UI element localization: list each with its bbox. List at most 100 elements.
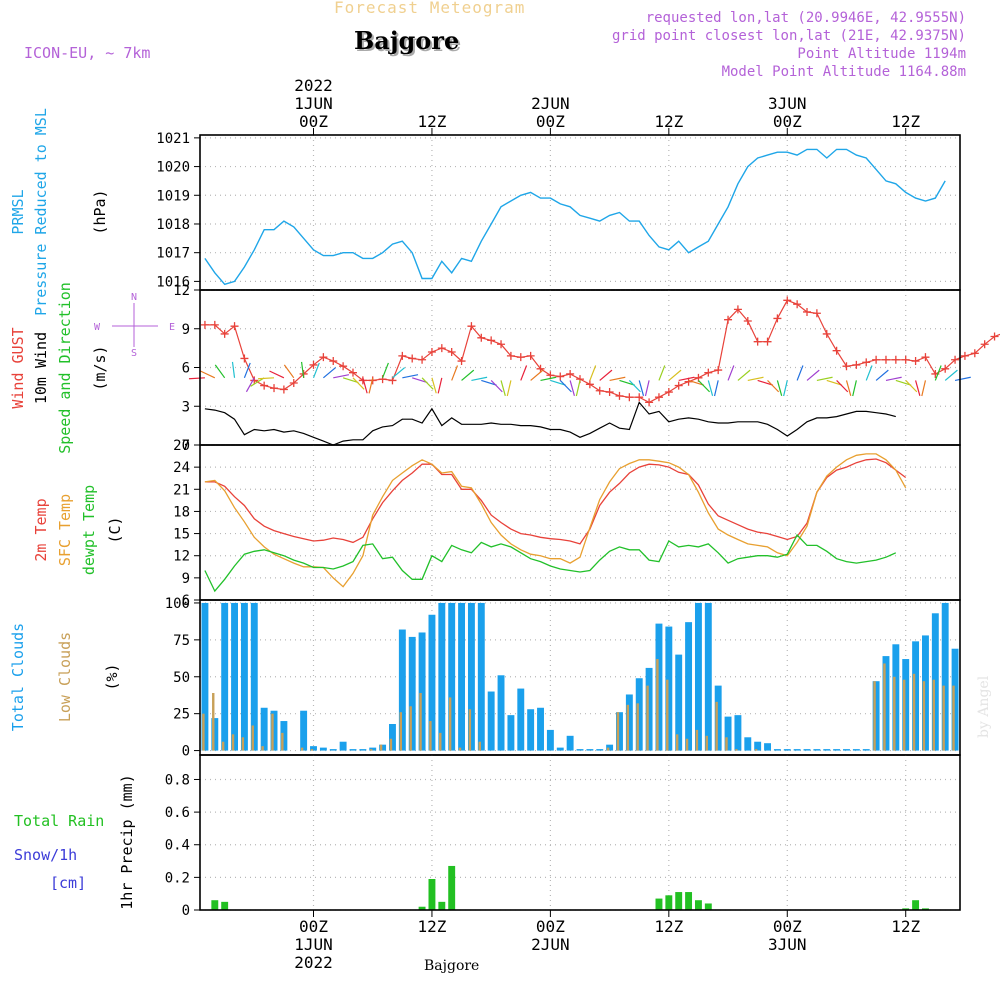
wind-direction-arrow — [481, 379, 497, 386]
total-cloud-bar — [260, 707, 268, 751]
gust-marker — [635, 393, 644, 402]
wind-direction-arrow — [214, 364, 226, 379]
gust-marker — [566, 369, 575, 378]
gust-marker — [921, 353, 930, 362]
low-cloud-bar — [952, 685, 955, 751]
panel-temp: 6 9 12 15 18 21 24 27 — [173, 438, 961, 609]
compass-n: N — [131, 292, 137, 303]
low-cloud-bar — [883, 663, 886, 751]
rain-bar — [922, 908, 929, 910]
wind-direction-arrow — [269, 370, 285, 379]
wind-direction-arrow — [668, 369, 682, 381]
rain-bar — [912, 900, 920, 910]
clouds-label-total: Total Clouds — [9, 623, 27, 731]
panel-clouds: 0 25 50 75 100 — [165, 596, 961, 760]
total-cloud-bar — [201, 602, 209, 751]
gust-marker — [279, 385, 288, 394]
gust-marker — [832, 346, 841, 355]
total-cloud-bar — [566, 735, 574, 751]
total-cloud-bar — [319, 747, 327, 751]
wind-direction-arrow — [934, 365, 942, 381]
x-tick-label-bottom: 2022 — [294, 953, 333, 972]
panel-precip: 0 0.2 0.4 0.6 0.8 — [165, 754, 961, 919]
wind-direction-arrow — [342, 377, 359, 384]
watermark: by Angel — [976, 675, 992, 738]
precip-label-rain: Total Rain — [14, 812, 104, 830]
low-cloud-bar — [636, 703, 639, 751]
wind-direction-arrow — [506, 380, 512, 397]
y-tick-label: 1017 — [156, 246, 190, 262]
wind-direction-arrow — [550, 379, 566, 386]
y-tick-label: 9 — [182, 571, 190, 587]
gust-marker — [891, 355, 900, 364]
low-cloud-bar — [656, 659, 659, 751]
total-cloud-bar — [211, 718, 219, 751]
gust-marker — [901, 355, 910, 364]
total-cloud-bar — [833, 749, 841, 751]
wind-direction-arrow — [698, 379, 711, 393]
rain-bar — [685, 892, 693, 910]
gust-marker — [497, 340, 506, 349]
total-cloud-bar — [300, 710, 308, 751]
y-tick-label: 25 — [173, 707, 190, 723]
gust-marker — [724, 315, 733, 324]
gust-marker — [240, 354, 249, 363]
total-cloud-bar — [448, 602, 456, 751]
low-cloud-bar — [715, 701, 718, 751]
total-cloud-bar — [764, 743, 771, 751]
wind-direction-arrow — [188, 377, 205, 380]
gust-marker — [398, 351, 407, 360]
total-cloud-bar — [596, 749, 604, 751]
pressure-label-msl: Pressure Reduced to MSL — [32, 108, 50, 316]
precip-label-unit: 1hr Precip (mm) — [118, 774, 136, 909]
wind-gust-line — [204, 299, 1000, 404]
wind-direction-arrow — [826, 379, 843, 386]
wind-direction-arrow — [431, 377, 437, 394]
gust-marker — [773, 314, 782, 323]
wind-direction-arrow — [806, 369, 820, 381]
gust-marker — [654, 393, 663, 402]
y-tick-label: 1019 — [156, 188, 190, 204]
wind-direction-arrow — [727, 365, 735, 381]
low-cloud-bar — [922, 681, 926, 751]
total-cloud-bar — [694, 602, 702, 751]
rain-bar — [902, 908, 910, 910]
gust-marker — [615, 391, 624, 400]
temp-label-2m: 2m Temp — [32, 498, 50, 561]
total-cloud-bar — [862, 749, 870, 751]
wind-direction-arrow — [796, 365, 804, 381]
wind-direction-arrow — [767, 379, 780, 393]
y-tick-label: 27 — [173, 438, 190, 454]
rain-bar — [448, 865, 456, 910]
total-cloud-bar — [675, 654, 683, 751]
gust-marker — [467, 322, 476, 331]
gust-marker — [348, 368, 357, 377]
low-cloud-bar — [310, 749, 314, 751]
total-cloud-bar — [231, 602, 238, 751]
x-tick-label-top: 00Z — [536, 112, 565, 131]
x-tick-label-bottom: 12Z — [417, 917, 446, 936]
panel-frame — [199, 754, 961, 911]
total-cloud-bar — [714, 685, 722, 751]
total-cloud-bar — [379, 744, 387, 751]
location-title: Bajgore — [354, 26, 460, 55]
rain-bar — [665, 895, 673, 910]
total-cloud-bar — [882, 656, 890, 751]
wind-direction-arrow — [437, 377, 443, 394]
gust-marker — [200, 320, 209, 329]
low-cloud-bar — [202, 713, 205, 751]
gust-marker — [990, 332, 999, 341]
pressure-label-prmsl: PRMSL — [9, 189, 27, 234]
total-cloud-bar — [951, 648, 959, 751]
wind-direction-arrow — [638, 380, 645, 396]
wind-direction-arrow — [490, 379, 503, 393]
x-tick-label-top: 2022 — [294, 76, 333, 95]
low-cloud-bar — [251, 725, 254, 751]
x-tick-label-top: 3JUN — [768, 94, 807, 113]
gust-marker — [427, 348, 436, 356]
gust-marker — [951, 355, 960, 364]
wind-direction-arrow — [688, 379, 705, 386]
low-cloud-bar — [389, 738, 393, 751]
gust-marker — [941, 364, 950, 373]
temp-label-dewpt: dewpt Temp — [80, 485, 98, 575]
